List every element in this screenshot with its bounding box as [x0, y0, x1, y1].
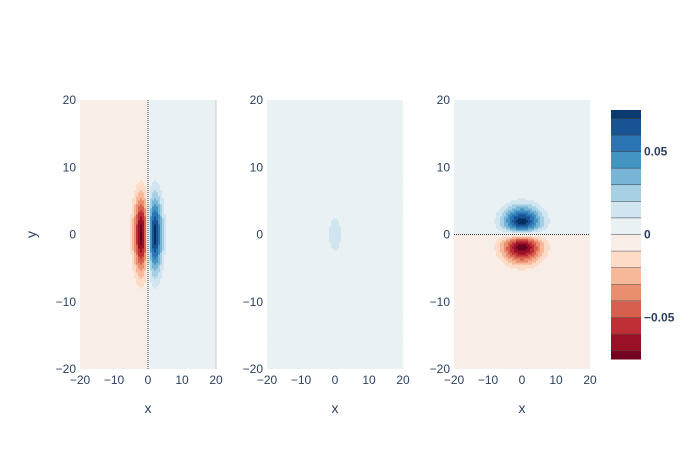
x-axis-title: x — [519, 400, 526, 416]
x-tick-label: 10 — [175, 373, 189, 387]
x-axis-title: x — [145, 400, 152, 416]
y-tick-label: 0 — [443, 228, 450, 242]
y-tick-label: 10 — [437, 160, 451, 174]
subplot-3: −20 −10 0 10 20 20 10 0 −10 −20 x — [430, 93, 597, 416]
x-tick-label: −10 — [291, 373, 312, 387]
colorbar-band — [611, 267, 641, 285]
x-tick-label: 20 — [396, 373, 410, 387]
colorbar-band — [611, 151, 641, 169]
colorbar-band — [611, 110, 641, 119]
x-tick-label: 10 — [549, 373, 563, 387]
colorbar-band — [611, 251, 641, 269]
contour-fill — [80, 100, 216, 369]
colorbar: 0.05 0 −0.05 — [611, 110, 675, 360]
x-tick-label: −20 — [70, 373, 91, 387]
y-tick-label: −10 — [430, 295, 451, 309]
x-tick-label: 20 — [583, 373, 597, 387]
x-tick-label: −10 — [104, 373, 125, 387]
y-tick-label: −10 — [56, 295, 77, 309]
x-tick-label: 0 — [145, 373, 152, 387]
y-tick-label: −20 — [56, 362, 77, 376]
y-tick-label: 0 — [69, 228, 76, 242]
colorbar-band — [611, 168, 641, 186]
y-tick-label: 10 — [250, 160, 264, 174]
colorbar-band — [611, 234, 641, 252]
y-tick-label: 20 — [250, 93, 264, 107]
colorbar-band — [611, 300, 641, 318]
contour-fill — [267, 100, 403, 369]
colorbar-band — [611, 284, 641, 302]
y-tick-label: −10 — [243, 295, 264, 309]
colorbar-band — [611, 134, 641, 152]
y-tick-label: −20 — [430, 362, 451, 376]
x-tick-label: −20 — [257, 373, 278, 387]
y-tick-label: 0 — [256, 228, 263, 242]
y-tick-label: 20 — [63, 93, 77, 107]
x-tick-label: −10 — [478, 373, 499, 387]
colorbar-band — [611, 334, 641, 352]
colorbar-tick-label: 0 — [644, 228, 651, 242]
colorbar-band — [611, 350, 641, 360]
y-axis-title: y — [23, 231, 39, 238]
colorbar-band — [611, 201, 641, 219]
x-tick-label: 20 — [209, 373, 223, 387]
colorbar-band — [611, 317, 641, 335]
colorbar-tick-label: 0.05 — [644, 145, 668, 159]
colorbar-band — [611, 217, 641, 235]
colorbar-band — [611, 184, 641, 202]
y-tick-label: 10 — [63, 160, 77, 174]
y-tick-label: −20 — [243, 362, 264, 376]
x-tick-label: 0 — [519, 373, 526, 387]
x-tick-label: −20 — [444, 373, 465, 387]
subplot-2: −20 −10 0 10 20 20 10 0 −10 −20 x — [243, 93, 410, 416]
y-tick-label: 20 — [437, 93, 451, 107]
x-tick-label: 0 — [332, 373, 339, 387]
contour-fill — [454, 100, 590, 369]
x-axis-title: x — [332, 400, 339, 416]
colorbar-band — [611, 118, 641, 136]
colorbar-tick-label: −0.05 — [644, 311, 675, 325]
subplot-1: −20 −10 0 10 20 20 10 0 −10 −20 x y — [23, 93, 223, 416]
x-tick-label: 10 — [362, 373, 376, 387]
